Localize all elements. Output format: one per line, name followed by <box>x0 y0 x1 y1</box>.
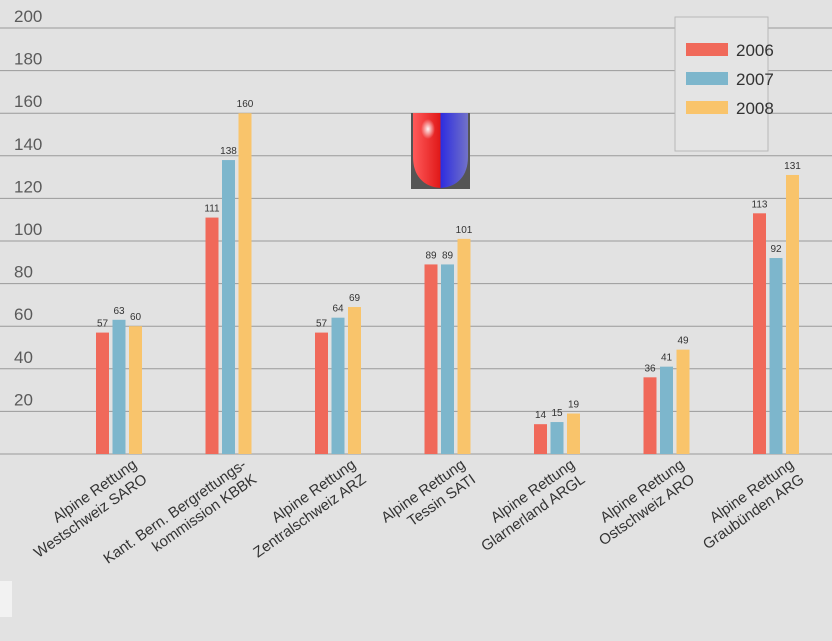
y-tick-label: 160 <box>14 92 42 111</box>
bar-2007-2 <box>331 317 345 454</box>
data-label: 41 <box>661 353 673 364</box>
legend-swatch-2007 <box>686 72 728 85</box>
data-label: 131 <box>784 161 801 172</box>
bar-2008-6 <box>786 174 799 454</box>
y-tick-label: 80 <box>14 263 33 282</box>
bar-2007-5 <box>660 366 673 454</box>
bar-2008-5 <box>676 349 690 454</box>
legend-label: 2007 <box>736 70 774 89</box>
data-label: 138 <box>220 146 237 157</box>
data-label: 49 <box>677 336 689 347</box>
y-tick-label: 140 <box>14 135 42 154</box>
legend: 2006 2007 2008 <box>674 16 774 152</box>
data-label: 14 <box>535 410 547 421</box>
data-label: 15 <box>551 408 563 419</box>
y-tick-label: 100 <box>14 220 42 239</box>
data-label: 101 <box>456 225 473 236</box>
bars <box>96 113 799 454</box>
y-tick-label: 40 <box>14 348 33 367</box>
bar-2008-3 <box>457 238 471 454</box>
bar-2006-0 <box>96 332 109 454</box>
data-label: 92 <box>770 244 782 255</box>
bar-2008-0 <box>129 326 142 454</box>
data-label: 111 <box>204 204 220 215</box>
bar-2008-4 <box>567 413 580 454</box>
bar-2006-5 <box>643 377 657 454</box>
data-label: 89 <box>442 250 454 261</box>
bar-2006-6 <box>753 213 766 454</box>
bar-2008-2 <box>348 307 361 454</box>
data-label: 36 <box>644 363 656 374</box>
legend-swatch-2006 <box>686 43 728 56</box>
data-label: 89 <box>425 250 437 261</box>
bar-2007-3 <box>441 264 454 454</box>
corner-panel <box>0 581 12 617</box>
bar-2007-1 <box>222 160 235 454</box>
bar-2006-3 <box>424 264 438 454</box>
bar-2007-0 <box>112 319 126 454</box>
data-label: 113 <box>752 199 768 210</box>
data-label: 57 <box>97 319 109 330</box>
shield-logo-icon <box>411 113 470 189</box>
bar-2006-2 <box>315 332 328 454</box>
y-tick-label: 120 <box>14 177 42 196</box>
data-label: 69 <box>349 293 361 304</box>
y-axis-ticks: 20 40 60 80 100 120 140 160 180 200 <box>14 7 42 409</box>
y-tick-label: 200 <box>14 7 42 26</box>
bar-2008-1 <box>238 113 252 454</box>
legend-swatch-2008 <box>686 101 728 114</box>
data-label: 60 <box>130 312 142 323</box>
data-labels: 57 63 60 111 138 160 57 64 69 89 89 101 14 15 19 36 41 49… <box>97 99 801 421</box>
bar-2007-4 <box>550 422 564 454</box>
data-label: 63 <box>113 306 125 317</box>
legend-label: 2008 <box>736 99 774 118</box>
data-label: 19 <box>568 400 580 411</box>
bar-2006-4 <box>534 424 547 454</box>
bar-2007-6 <box>769 258 783 454</box>
legend-label: 2006 <box>736 41 774 60</box>
bar-2006-1 <box>205 217 219 454</box>
data-label: 57 <box>316 319 328 330</box>
y-tick-label: 60 <box>14 305 33 324</box>
data-label: 160 <box>237 99 254 110</box>
y-tick-label: 20 <box>14 390 33 409</box>
data-label: 64 <box>332 304 344 315</box>
y-tick-label: 180 <box>14 50 42 69</box>
